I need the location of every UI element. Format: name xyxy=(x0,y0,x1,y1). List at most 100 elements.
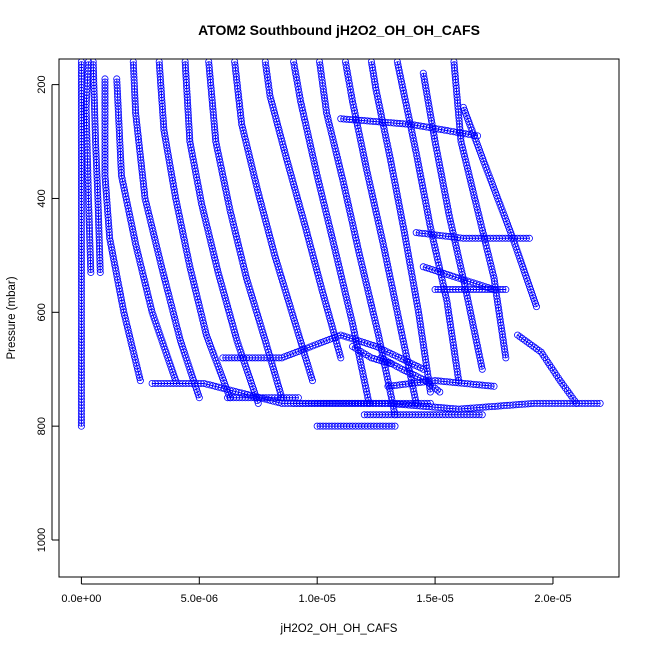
data-point xyxy=(431,384,439,392)
series-line xyxy=(396,61,460,381)
series-line xyxy=(132,61,200,398)
data-point xyxy=(516,333,524,341)
data-point xyxy=(155,59,163,66)
data-point xyxy=(290,59,298,66)
data-point xyxy=(376,356,384,364)
data-point xyxy=(433,386,441,394)
data-point xyxy=(386,360,394,368)
data-point xyxy=(113,75,121,83)
data-point xyxy=(370,72,378,80)
data-point xyxy=(205,59,213,66)
y-tick-label: 800 xyxy=(36,417,48,435)
data-point xyxy=(113,78,121,86)
data-point xyxy=(419,69,427,77)
series-16 xyxy=(393,59,463,385)
y-axis-label: Pressure (mbar) xyxy=(6,276,18,359)
series-33 xyxy=(349,342,394,368)
data-point xyxy=(129,59,137,66)
data-point xyxy=(101,75,109,83)
series-line xyxy=(208,61,283,398)
y-tick-label: 1000 xyxy=(36,528,48,552)
data-point xyxy=(371,78,379,86)
data-point xyxy=(231,61,239,69)
data-point xyxy=(101,78,109,86)
data-point xyxy=(388,422,396,430)
series-27 xyxy=(384,377,498,390)
data-point xyxy=(596,399,604,407)
series-23 xyxy=(224,394,302,402)
series-6 xyxy=(129,59,203,402)
data-point xyxy=(341,59,349,66)
data-point xyxy=(129,61,137,69)
y-axis: 200 400 600 800 1000 xyxy=(36,75,59,552)
data-point xyxy=(424,379,432,387)
data-point xyxy=(450,59,458,66)
chart-title: ATOM2 Southbound jH2O2_OH_OH_CAFS xyxy=(198,22,480,38)
series-13 xyxy=(316,59,399,419)
data-point xyxy=(422,377,430,385)
data-point xyxy=(77,59,85,66)
series-31 xyxy=(419,263,498,294)
data-point xyxy=(419,365,427,373)
data-point xyxy=(459,103,467,111)
data-point xyxy=(205,61,213,69)
data-point xyxy=(450,61,458,69)
data-point xyxy=(391,422,399,430)
data-point xyxy=(537,348,545,356)
data-point xyxy=(372,83,380,91)
data-point xyxy=(381,358,389,366)
data-point xyxy=(372,86,380,94)
data-point xyxy=(342,61,350,69)
series-8 xyxy=(181,59,262,407)
data-point xyxy=(181,61,189,69)
data-point xyxy=(261,59,269,66)
x-tick-label: 5.0e-06 xyxy=(181,593,218,605)
data-point xyxy=(593,399,601,407)
data-point xyxy=(490,286,498,294)
data-point xyxy=(77,66,85,74)
data-point xyxy=(478,411,486,419)
data-point xyxy=(420,72,428,80)
series-line xyxy=(92,61,101,273)
data-point xyxy=(487,382,495,390)
series-line xyxy=(319,61,396,415)
data-point xyxy=(373,355,381,363)
data-point xyxy=(502,286,510,294)
data-point xyxy=(77,61,85,69)
data-point xyxy=(393,59,401,66)
data-point xyxy=(532,345,540,353)
data-point xyxy=(499,286,507,294)
data-point xyxy=(523,338,531,346)
series-line xyxy=(370,61,431,393)
data-point xyxy=(367,354,375,362)
data-point xyxy=(535,346,543,354)
data-point xyxy=(530,343,538,351)
x-tick-label: 2.0e-05 xyxy=(534,593,571,605)
x-tick-label: 1.5e-05 xyxy=(416,593,453,605)
data-point xyxy=(262,61,270,69)
series-9 xyxy=(205,59,286,402)
data-point xyxy=(155,61,163,69)
data-point xyxy=(369,69,377,77)
data-point xyxy=(370,355,378,363)
series-2 xyxy=(82,59,95,276)
series-1 xyxy=(77,59,85,430)
series-4 xyxy=(101,75,144,385)
series-30 xyxy=(337,115,482,140)
series-25 xyxy=(360,411,486,419)
data-point xyxy=(487,285,495,293)
series-line xyxy=(184,61,259,404)
data-point xyxy=(522,234,530,242)
data-point xyxy=(77,64,85,72)
data-point xyxy=(181,59,189,66)
series-3 xyxy=(89,59,104,276)
x-axis: 0.0e+00 5.0e-06 1.0e-05 1.5e-05 2.0e-05 xyxy=(61,577,572,605)
data-point xyxy=(89,59,97,66)
data-point xyxy=(384,359,392,367)
data-point xyxy=(426,380,434,388)
data-point xyxy=(316,61,324,69)
data-point xyxy=(367,59,375,66)
data-point xyxy=(475,411,483,419)
plot-area xyxy=(77,59,604,430)
series-26 xyxy=(313,422,399,430)
